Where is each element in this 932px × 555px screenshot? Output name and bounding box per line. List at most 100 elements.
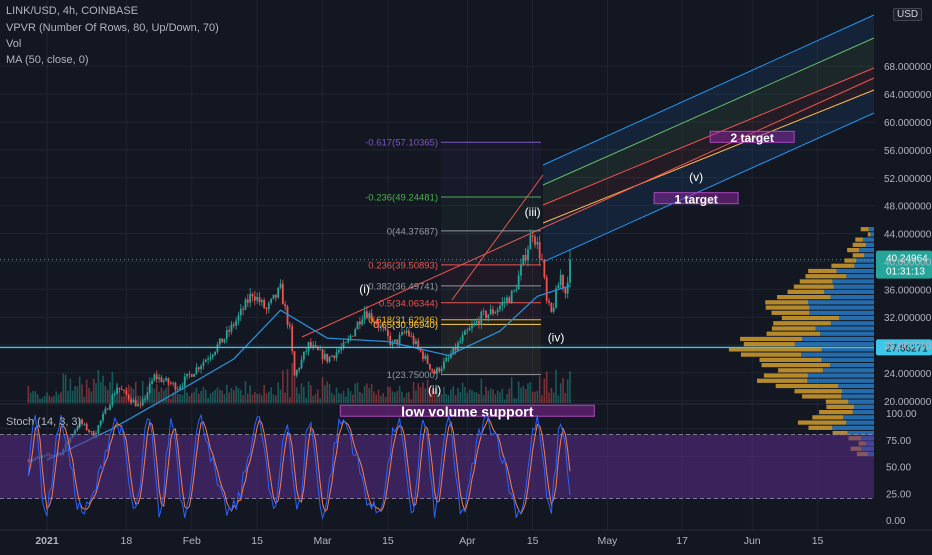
candle-body xyxy=(197,367,200,370)
candle-body xyxy=(461,334,464,342)
candle-body xyxy=(312,345,315,347)
candle-body xyxy=(429,363,431,369)
fib-level-label: -0.617(57.10365) xyxy=(365,138,438,149)
candle-body xyxy=(270,298,273,303)
symbol-title[interactable]: LINK/USD, 4h, COINBASE xyxy=(6,5,139,17)
candle-body xyxy=(309,342,312,347)
volume-bar xyxy=(485,386,487,403)
candle-body xyxy=(286,306,289,325)
price-tick-label: 20.000000 xyxy=(884,397,932,408)
time-axis[interactable]: 2021 18 Feb 15 Mar 15 Apr 15 May 17 Jun 15 xyxy=(0,529,932,547)
volume-profile-down-bar xyxy=(743,342,795,347)
wave-label: (iv) xyxy=(548,331,565,345)
volume-bar xyxy=(207,397,209,403)
volume-bar xyxy=(298,393,300,403)
annotation-label: low volume support xyxy=(401,404,534,420)
candle-body xyxy=(165,378,167,381)
volume-profile-up-bar xyxy=(821,357,874,362)
candle-body xyxy=(202,361,205,366)
volume-bar xyxy=(272,394,275,403)
volume-bar xyxy=(541,395,543,403)
stoch-indicator-label[interactable]: Stoch (14, 3, 3) xyxy=(6,416,81,428)
candle-body xyxy=(382,325,385,328)
volume-bar xyxy=(50,396,53,403)
candle-body xyxy=(380,325,382,327)
volume-bar xyxy=(71,390,74,403)
horizontal-lines[interactable]: 27.66271 40.24964 01:31:13 xyxy=(0,250,932,356)
volume-bar xyxy=(340,393,343,403)
fib-level-label: 0.618(31.62946) xyxy=(368,315,438,326)
volume-profile-up-bar xyxy=(807,378,874,383)
volume-bar xyxy=(494,394,497,403)
volume-bar xyxy=(256,393,258,403)
price-candles xyxy=(27,229,571,464)
indicator-vpvr-label[interactable]: VPVR (Number Of Rows, 80, Up/Down, 70) xyxy=(6,22,219,34)
volume-bar xyxy=(202,386,205,403)
volume-bar xyxy=(338,393,340,403)
volume-profile-up-bar xyxy=(864,253,874,258)
fib-level-label: 0(44.37687) xyxy=(387,226,438,237)
indicator-ma-label[interactable]: MA (50, close, 0) xyxy=(6,54,89,66)
pitchfork-median-line xyxy=(301,77,875,338)
volume-bar xyxy=(200,390,202,403)
volume-bar xyxy=(268,391,270,403)
volume-bar xyxy=(76,386,79,403)
currency-badge[interactable]: USD xyxy=(893,8,923,21)
time-tick-label: 2021 xyxy=(35,535,59,547)
volume-bar xyxy=(326,381,328,403)
channel-line xyxy=(542,89,875,224)
volume-bar xyxy=(314,393,317,403)
volume-bar xyxy=(162,390,165,403)
candle-body xyxy=(454,347,457,351)
candle-body xyxy=(529,235,532,250)
volume-bar xyxy=(190,393,193,403)
candle-body xyxy=(130,399,132,403)
indicator-vol-label[interactable]: Vol xyxy=(6,38,22,50)
volume-bar xyxy=(130,387,132,403)
candle-body xyxy=(293,351,296,376)
volume-bar xyxy=(233,390,235,403)
candle-body xyxy=(330,355,333,357)
volume-profile-up-bar xyxy=(809,310,874,315)
volume-bar xyxy=(132,388,135,403)
fib-level-label: 0.65(30.96940) xyxy=(374,320,438,331)
annotations[interactable]: (i) (ii) (iii) (iv) (v) 2 target 1 target low v… xyxy=(339,130,795,420)
volume-bar xyxy=(218,389,221,403)
volume-bar xyxy=(310,385,312,403)
price-tick-label: 36.000000 xyxy=(884,285,932,296)
volume-bar xyxy=(361,393,364,403)
volume-profile-up-bar xyxy=(841,394,874,399)
volume-bar xyxy=(258,393,261,403)
candle-body xyxy=(464,330,466,335)
volume-profile-down-bar xyxy=(808,425,833,430)
candle-body xyxy=(141,399,144,406)
volume-profile-up-bar xyxy=(852,410,874,415)
candle-body xyxy=(78,419,81,428)
candle-body xyxy=(527,249,529,261)
price-axis[interactable]: 68.000000 64.000000 60.000000 56.000000 52.0… xyxy=(884,62,932,527)
volume-profile-up-bar xyxy=(853,404,874,410)
candle-body xyxy=(137,404,139,407)
volume-profile-up-bar xyxy=(802,336,874,342)
volume-profile-down-bar xyxy=(808,268,837,274)
volume-bar xyxy=(473,392,476,403)
volume-bar xyxy=(41,397,44,403)
volume-profile-down-bar xyxy=(826,404,854,410)
candle-body xyxy=(510,290,513,303)
candle-body xyxy=(102,413,104,421)
candle-body xyxy=(403,332,406,333)
volume-bar xyxy=(188,396,191,403)
volume-bar xyxy=(60,392,62,403)
candle-body xyxy=(242,308,245,310)
wave-label: (v) xyxy=(689,170,703,184)
volume-profile-down-bar xyxy=(819,410,853,415)
pitchfork-channel[interactable] xyxy=(301,14,875,338)
volume-bar xyxy=(408,391,410,403)
candle-body xyxy=(545,277,548,301)
candle-body xyxy=(319,349,322,351)
fib-zone xyxy=(441,285,541,303)
volume-profile-up-bar xyxy=(856,258,874,263)
candle-body xyxy=(424,355,427,360)
